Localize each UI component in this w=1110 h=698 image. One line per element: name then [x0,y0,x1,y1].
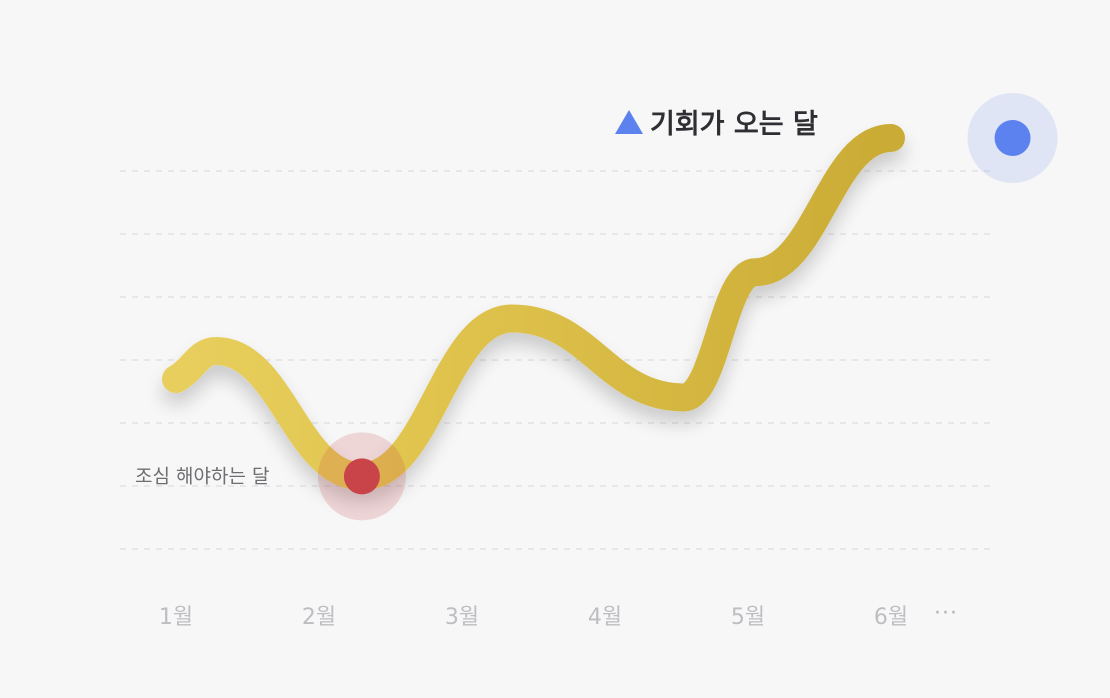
high-point-marker [967,93,1058,183]
x-tick-label: 1월 [159,605,193,630]
more-months-indicator: ··· [934,601,958,626]
low-point-dot [343,458,380,495]
series-line [162,124,905,491]
x-tick-label: 3월 [445,605,479,630]
x-axis-ticks: 1월 2월 3월 4월 5월 6월 [159,605,908,630]
x-tick-label: 2월 [302,605,336,630]
triangle-up-icon [615,110,643,134]
low-point-label: 조심 해야하는 달 [135,465,269,487]
high-point-label: 기회가 오는 달 [650,109,818,140]
x-tick-label: 5월 [731,605,765,630]
x-tick-label: 6월 [874,605,908,630]
low-point-marker [317,432,406,521]
high-point-dot [994,120,1031,156]
x-tick-label: 4월 [588,605,622,630]
